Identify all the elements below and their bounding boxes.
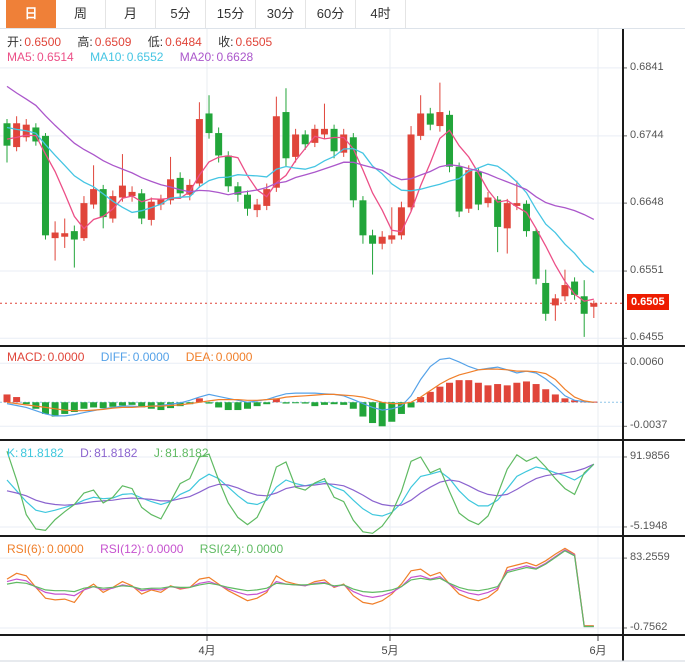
diff-label: DIFF: bbox=[100, 350, 131, 364]
high-label: 高: bbox=[77, 35, 93, 49]
close-label: 收: bbox=[218, 35, 234, 49]
d-value: 81.8182 bbox=[94, 446, 138, 460]
low-value: 0.6484 bbox=[165, 35, 202, 49]
ma10-value: 0.6552 bbox=[126, 50, 164, 64]
last-price-badge: 0.6505 bbox=[627, 294, 669, 311]
ma20-line bbox=[6, 85, 595, 220]
y-axis-label: 0.6648 bbox=[630, 196, 664, 209]
d-line bbox=[6, 463, 595, 507]
ma10-pair: MA10: 0.6552 bbox=[90, 50, 163, 64]
y-axis-label: 0.6744 bbox=[630, 128, 664, 141]
open-label: 开: bbox=[7, 35, 23, 49]
ma5-pair: MA5: 0.6514 bbox=[7, 50, 74, 64]
tab-日[interactable]: 日 bbox=[6, 0, 56, 28]
ma10-line bbox=[6, 126, 595, 274]
x-axis-label-june: 6月 bbox=[589, 645, 607, 657]
gridlines-macd bbox=[0, 362, 627, 427]
y-axis-label: -5.1948 bbox=[630, 519, 668, 532]
diff-line bbox=[6, 357, 594, 417]
dea-line bbox=[6, 368, 594, 412]
rsi6-label: RSI(6): bbox=[7, 542, 46, 556]
tab-周[interactable]: 周 bbox=[56, 0, 106, 28]
x-axis-label-may: 5月 bbox=[381, 645, 399, 657]
open-value: 0.6500 bbox=[24, 35, 62, 49]
dea-value: 0.0000 bbox=[215, 350, 253, 364]
tab-15分[interactable]: 15分 bbox=[206, 0, 256, 28]
rsi12-value: 0.0000 bbox=[146, 542, 184, 556]
y-axis-label: 0.6455 bbox=[630, 331, 664, 344]
rsi12-label: RSI(12): bbox=[100, 542, 145, 556]
rsi24-value: 0.0000 bbox=[246, 542, 284, 556]
interval-tabbar: 日周月 5分 15分 30分 60分 4时 bbox=[0, 0, 685, 29]
d-pair: D: 81.8182 bbox=[80, 446, 137, 460]
close-pair: 收: 0.6505 bbox=[218, 35, 272, 49]
rsi24-line bbox=[6, 550, 594, 628]
macd-value: 0.0000 bbox=[47, 350, 85, 364]
low-pair: 低: 0.6484 bbox=[148, 35, 202, 49]
d-label: D: bbox=[80, 446, 93, 460]
ohlc-readout: 开: 0.6500 高: 0.6509 低: 0.6484 收: 0.6505 bbox=[7, 33, 285, 50]
rsi12-line bbox=[6, 549, 594, 628]
y-axis-label: 0.6841 bbox=[630, 60, 664, 73]
gridlines-kdj bbox=[0, 456, 627, 528]
y-axis-label: 91.9856 bbox=[630, 449, 670, 462]
k-pair: K: 81.8182 bbox=[7, 446, 64, 460]
ma10-label: MA10: bbox=[90, 50, 125, 64]
j-value: 81.8182 bbox=[165, 446, 209, 460]
y-axis-label: 83.2559 bbox=[630, 551, 670, 564]
diff-pair: DIFF: 0.0000 bbox=[101, 350, 170, 364]
tab-5分[interactable]: 5分 bbox=[156, 0, 206, 28]
k-label: K: bbox=[7, 446, 19, 460]
high-value: 0.6509 bbox=[94, 35, 132, 49]
ma5-label: MA5: bbox=[7, 50, 36, 64]
x-axis-label-april: 4月 bbox=[198, 645, 216, 657]
ma-lines bbox=[6, 85, 595, 302]
close-value: 0.6505 bbox=[235, 35, 273, 49]
ma5-line bbox=[6, 129, 594, 302]
j-label: J: bbox=[153, 446, 164, 460]
y-axis-label: -0.7562 bbox=[630, 620, 668, 633]
low-label: 低: bbox=[147, 35, 164, 49]
high-pair: 高: 0.6509 bbox=[77, 35, 131, 49]
y-axis-line bbox=[622, 28, 624, 661]
tab-月[interactable]: 月 bbox=[106, 0, 156, 28]
y-axis-label: -0.0037 bbox=[630, 419, 668, 432]
rsi24-pair: RSI(24): 0.0000 bbox=[200, 542, 283, 556]
rsi6-value: 0.0000 bbox=[47, 542, 84, 556]
panel-separators bbox=[0, 345, 685, 636]
dea-pair: DEA: 0.0000 bbox=[186, 350, 253, 364]
ma20-pair: MA20: 0.6628 bbox=[180, 50, 253, 64]
ma-readout: MA5: 0.6514 MA10: 0.6552 MA20: 0.6628 bbox=[7, 50, 266, 64]
rsi-readout: RSI(6): 0.0000 RSI(12): 0.0000 RSI(24): 0.0… bbox=[7, 542, 296, 556]
ma20-value: 0.6628 bbox=[216, 50, 254, 64]
rsi24-label: RSI(24): bbox=[199, 542, 245, 556]
y-axis-label: 0.6551 bbox=[630, 264, 664, 277]
macd-pair: MACD: 0.0000 bbox=[7, 350, 84, 364]
macd-histogram bbox=[3, 380, 598, 427]
y-axis-label: 0.0060 bbox=[630, 356, 664, 369]
macd-label: MACD: bbox=[7, 350, 46, 364]
diff-value: 0.0000 bbox=[132, 350, 170, 364]
ma5-value: 0.6514 bbox=[37, 50, 74, 64]
candles bbox=[3, 82, 598, 337]
dea-label: DEA: bbox=[185, 350, 214, 364]
tab-30分[interactable]: 30分 bbox=[256, 0, 306, 28]
ma20-label: MA20: bbox=[179, 50, 215, 64]
tab-60分[interactable]: 60分 bbox=[306, 0, 356, 28]
kdj-readout: K: 81.8182 D: 81.8182 J: 81.8182 bbox=[7, 446, 222, 460]
k-line bbox=[6, 463, 595, 517]
rsi6-pair: RSI(6): 0.0000 bbox=[7, 542, 84, 556]
open-pair: 开: 0.6500 bbox=[7, 35, 61, 49]
j-pair: J: 81.8182 bbox=[154, 446, 209, 460]
tab-4时[interactable]: 4时 bbox=[356, 0, 406, 28]
j-line bbox=[6, 451, 595, 534]
macd-readout: MACD: 0.0000 DIFF: 0.0000 DEA: 0.0000 bbox=[7, 350, 265, 364]
k-value: 81.8182 bbox=[20, 446, 64, 460]
rsi12-pair: RSI(12): 0.0000 bbox=[100, 542, 183, 556]
